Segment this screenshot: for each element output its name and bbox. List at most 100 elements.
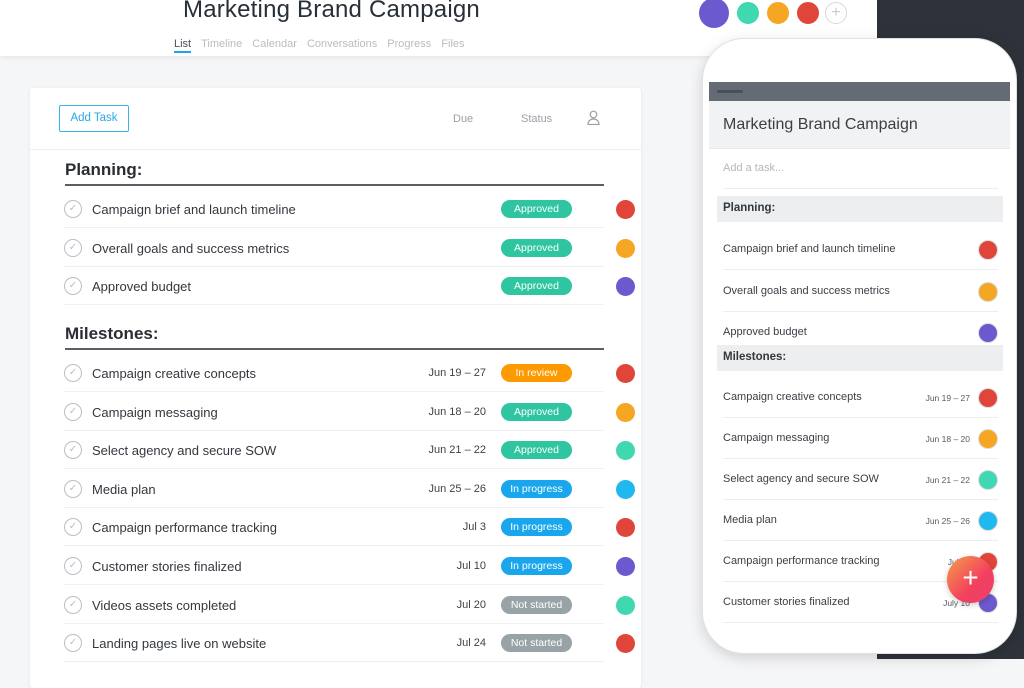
checkmark-icon[interactable]: ✓ — [64, 518, 82, 537]
assignee-avatar[interactable] — [978, 470, 998, 490]
status-badge[interactable]: Approved — [501, 402, 572, 421]
task-due-date: Jun 25 – 26 — [925, 516, 970, 526]
member-avatar[interactable] — [735, 0, 761, 26]
task-name[interactable]: Campaign messaging — [723, 432, 830, 444]
assignee-avatar[interactable] — [616, 364, 635, 383]
mobile-task-row[interactable]: Select agency and secure SOW Jun 21 – 22 — [723, 459, 998, 500]
status-badge[interactable]: Approved — [501, 277, 572, 296]
mobile-add-task-input[interactable]: Add a task... — [723, 162, 785, 174]
assignee-avatar[interactable] — [978, 429, 998, 449]
tab-timeline[interactable]: Timeline — [201, 38, 243, 50]
checkmark-icon[interactable]: ✓ — [64, 441, 82, 460]
status-badge[interactable]: Approved — [501, 441, 572, 460]
assignee-avatar[interactable] — [978, 240, 998, 260]
member-avatars: + — [697, 0, 847, 30]
member-avatar[interactable] — [795, 0, 821, 26]
member-avatar[interactable] — [697, 0, 731, 30]
mobile-task-row[interactable]: Customer stories finalized July 10 — [723, 582, 998, 623]
task-name[interactable]: Select agency and secure SOW — [92, 443, 277, 459]
status-badge[interactable]: Not started — [501, 634, 572, 653]
task-name[interactable]: Media plan — [723, 514, 777, 526]
tab-files[interactable]: Files — [441, 38, 465, 50]
tab-calendar[interactable]: Calendar — [252, 38, 297, 50]
checkmark-icon[interactable]: ✓ — [64, 634, 82, 653]
add-task-button[interactable]: Add Task — [59, 105, 129, 132]
task-name[interactable]: Campaign performance tracking — [723, 555, 880, 567]
task-name[interactable]: Overall goals and success metrics — [723, 284, 890, 297]
mobile-task-row[interactable]: Campaign creative concepts Jun 19 – 27 — [723, 377, 998, 418]
assignee-avatar[interactable] — [616, 634, 635, 654]
status-badge[interactable]: In review — [501, 364, 572, 382]
person-icon[interactable] — [587, 110, 600, 128]
mobile-task-row[interactable]: Media plan Jun 25 – 26 — [723, 500, 998, 541]
task-name[interactable]: Approved budget — [92, 279, 192, 295]
task-name[interactable]: Overall goals and success metrics — [92, 240, 290, 256]
task-name[interactable]: Landing pages live on website — [92, 636, 267, 652]
task-row[interactable]: ✓ Landing pages live on website Jul 24 Not … — [64, 624, 635, 663]
task-name[interactable]: Campaign creative concepts — [723, 391, 862, 403]
checkmark-icon[interactable]: ✓ — [64, 238, 82, 257]
task-row[interactable]: ✓ Approved budget Approved — [64, 267, 635, 306]
task-name[interactable]: Customer stories finalized — [92, 559, 242, 574]
assignee-avatar[interactable] — [616, 238, 635, 258]
task-name[interactable]: Campaign messaging — [92, 404, 218, 420]
assignee-avatar[interactable] — [616, 402, 635, 422]
column-header-status[interactable]: Status — [521, 113, 553, 125]
task-list-card: Add Task Due Status Planning: ✓ Campaign b… — [30, 88, 641, 688]
assignee-avatar[interactable] — [978, 388, 998, 408]
task-row[interactable]: ✓ Campaign performance tracking Jul 3 In pr… — [64, 508, 635, 547]
assignee-avatar[interactable] — [616, 557, 635, 576]
status-badge[interactable]: In progress — [501, 479, 572, 498]
mobile-task-row[interactable]: Overall goals and success metrics — [723, 271, 998, 312]
checkmark-icon[interactable]: ✓ — [64, 402, 82, 421]
checkmark-icon[interactable]: ✓ — [64, 595, 82, 614]
member-avatar[interactable] — [765, 0, 791, 26]
task-name[interactable]: Campaign brief and launch timeline — [92, 202, 296, 217]
task-name[interactable]: Campaign creative concepts — [92, 366, 257, 381]
status-badge[interactable]: In progress — [501, 518, 572, 537]
task-row[interactable]: ✓ Overall goals and success metrics Approv… — [64, 229, 635, 267]
assignee-avatar[interactable] — [978, 281, 998, 302]
assignee-avatar[interactable] — [978, 323, 998, 343]
task-due-date: Jun 21 – 22 — [428, 444, 487, 457]
assignee-avatar[interactable] — [616, 441, 635, 461]
task-name[interactable]: Campaign brief and launch timeline — [723, 243, 896, 255]
status-badge[interactable]: Approved — [501, 238, 572, 257]
checkmark-icon[interactable]: ✓ — [64, 479, 82, 498]
task-row[interactable]: ✓ Campaign brief and launch timeline Appro… — [64, 190, 635, 228]
task-name[interactable]: Videos assets completed — [92, 597, 237, 613]
task-row[interactable]: ✓ Customer stories finalized Jul 10 In prog… — [64, 547, 635, 585]
task-name[interactable]: Media plan — [92, 481, 156, 497]
checkmark-icon[interactable]: ✓ — [64, 364, 82, 382]
mobile-header: Marketing Brand Campaign — [709, 101, 1010, 149]
plus-icon[interactable]: + — [947, 556, 994, 603]
status-badge[interactable]: In progress — [501, 557, 572, 575]
assignee-avatar[interactable] — [616, 200, 635, 219]
assignee-avatar[interactable] — [616, 595, 635, 615]
mobile-task-row[interactable]: Campaign brief and launch timeline — [723, 229, 998, 270]
task-row[interactable]: ✓ Videos assets completed Jul 20 Not starte… — [64, 586, 635, 624]
checkmark-icon[interactable]: ✓ — [64, 200, 82, 218]
assignee-avatar[interactable] — [616, 277, 635, 297]
task-row[interactable]: ✓ Campaign messaging Jun 18 – 20 Approved — [64, 393, 635, 431]
plus-circle-icon[interactable]: + — [825, 2, 847, 24]
task-row[interactable]: ✓ Select agency and secure SOW Jun 21 – 22… — [64, 431, 635, 470]
task-name[interactable]: Approved budget — [723, 326, 807, 338]
status-badge[interactable]: Not started — [501, 595, 572, 614]
assignee-avatar[interactable] — [978, 511, 998, 531]
assignee-avatar[interactable] — [616, 518, 635, 538]
assignee-avatar[interactable] — [616, 479, 635, 499]
tab-list[interactable]: List — [174, 38, 192, 53]
checkmark-icon[interactable]: ✓ — [64, 557, 82, 575]
task-name[interactable]: Select agency and secure SOW — [723, 473, 879, 485]
task-name[interactable]: Campaign performance tracking — [92, 520, 277, 536]
task-name[interactable]: Customer stories finalized — [723, 596, 850, 608]
task-row[interactable]: ✓ Campaign creative concepts Jun 19 – 27 In… — [64, 354, 635, 392]
tab-progress[interactable]: Progress — [387, 38, 432, 50]
status-badge[interactable]: Approved — [501, 200, 572, 218]
checkmark-icon[interactable]: ✓ — [64, 277, 82, 296]
mobile-task-row[interactable]: Campaign messaging Jun 18 – 20 — [723, 418, 998, 459]
task-row[interactable]: ✓ Media plan Jun 25 – 26 In progress — [64, 470, 635, 508]
column-header-due[interactable]: Due — [453, 113, 474, 125]
tab-conversations[interactable]: Conversations — [306, 38, 378, 50]
